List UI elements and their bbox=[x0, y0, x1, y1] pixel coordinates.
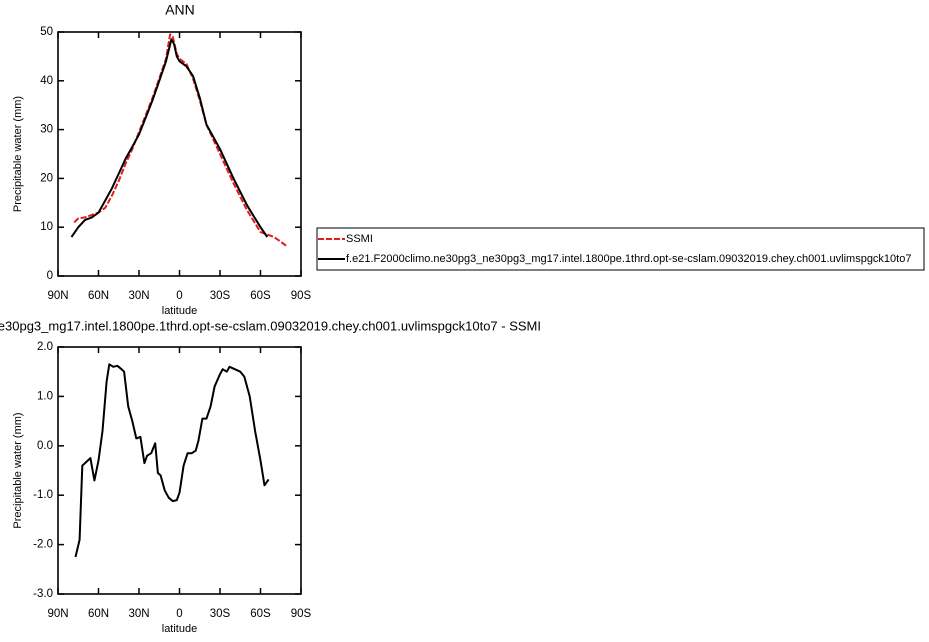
data-line bbox=[70, 38, 269, 238]
y-tick-label: 20 bbox=[40, 172, 53, 184]
y-axis-label: Precipitable water (mm) bbox=[12, 96, 24, 212]
y-tick-label: 30 bbox=[40, 124, 53, 136]
x-tick-label: 30S bbox=[210, 290, 231, 302]
y-tick-label: -1.0 bbox=[33, 489, 53, 501]
data-line bbox=[74, 363, 270, 558]
x-tick-label: 30N bbox=[128, 608, 149, 620]
y-tick-label: 0 bbox=[47, 270, 53, 282]
x-tick-label: 30S bbox=[210, 608, 231, 620]
y-tick-label: 50 bbox=[40, 26, 53, 38]
x-tick-label: 30N bbox=[128, 290, 149, 302]
chart-title: ANN bbox=[165, 2, 195, 18]
x-tick-label: 90N bbox=[47, 290, 68, 302]
x-tick-label: 60S bbox=[250, 290, 271, 302]
x-axis-label: latitude bbox=[162, 305, 197, 317]
x-axis-label: latitude bbox=[162, 623, 197, 635]
x-tick-label: 90S bbox=[291, 608, 312, 620]
y-tick-label: -3.0 bbox=[33, 588, 53, 600]
y-tick-label: 2.0 bbox=[37, 341, 53, 353]
y-tick-label: 40 bbox=[40, 75, 53, 87]
data-line bbox=[73, 33, 289, 248]
x-tick-label: 60S bbox=[250, 608, 271, 620]
x-tick-label: 60N bbox=[88, 608, 109, 620]
y-tick-label: 1.0 bbox=[37, 390, 53, 402]
y-tick-label: 0.0 bbox=[37, 440, 53, 452]
y-tick-label: -2.0 bbox=[33, 539, 53, 551]
plot-frame bbox=[57, 31, 302, 277]
x-tick-label: 90S bbox=[291, 290, 312, 302]
x-tick-label: 90N bbox=[47, 608, 68, 620]
x-tick-label: 0 bbox=[176, 290, 182, 302]
y-axis-label: Precipitable water (mm) bbox=[12, 412, 24, 528]
legend-label: f.e21.F2000climo.ne30pg3_ne30pg3_mg17.in… bbox=[346, 253, 911, 265]
legend-box bbox=[316, 227, 925, 271]
x-tick-label: 0 bbox=[176, 608, 182, 620]
y-tick-label: 10 bbox=[40, 221, 53, 233]
plot-frame bbox=[57, 346, 302, 595]
legend-label: SSMI bbox=[346, 233, 373, 245]
chart-title: f.e21.F2000climo.ne30pg3_ne30pg3_mg17.in… bbox=[0, 318, 541, 333]
x-tick-label: 60N bbox=[88, 290, 109, 302]
